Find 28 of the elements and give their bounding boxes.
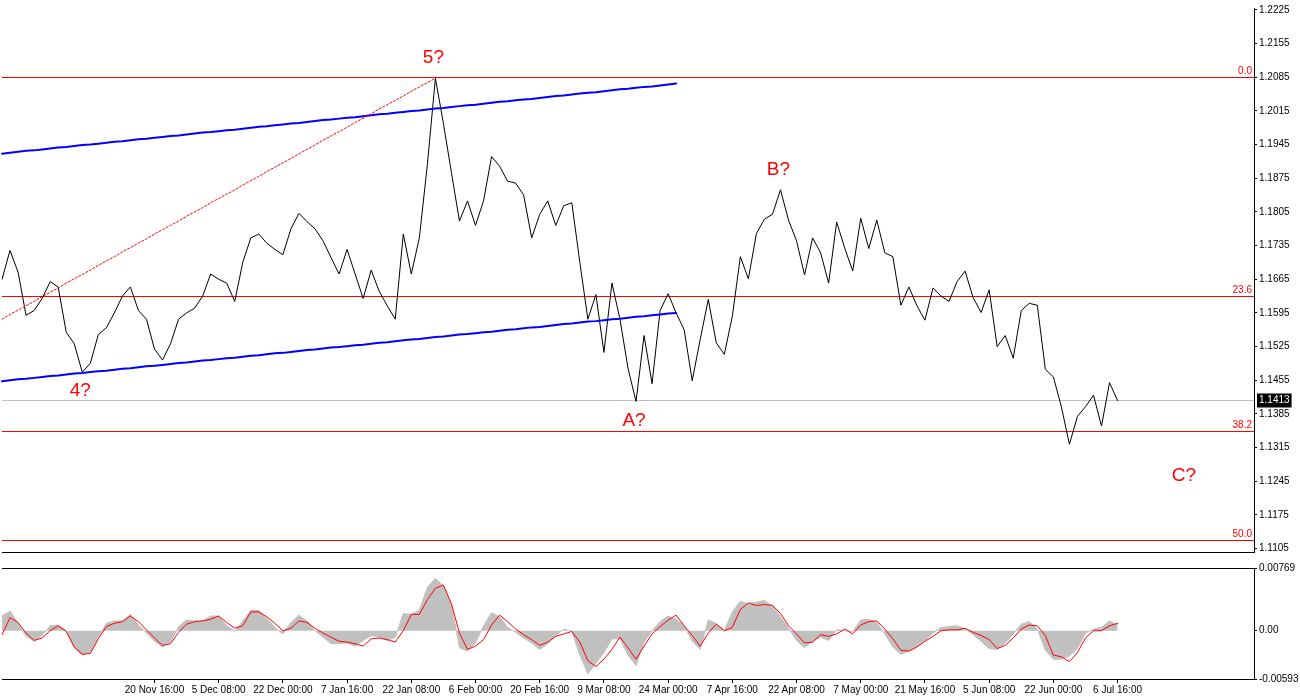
y-tick-label: 1.1525: [1259, 340, 1291, 352]
y-tick-label: 1.1805: [1259, 205, 1291, 217]
y-tick-label: 1.1455: [1259, 374, 1291, 386]
annotation: C?: [1171, 464, 1197, 486]
y-tick-label: 1.2155: [1259, 37, 1291, 49]
annotation: A?: [622, 408, 646, 430]
annotation: B?: [766, 158, 791, 180]
y-tick-label: 1.2015: [1259, 104, 1291, 116]
y-tick-label: 1.2225: [1259, 3, 1291, 15]
y-tick-label: 1.1175: [1259, 508, 1290, 520]
y-tick-label: 1.1735: [1259, 239, 1291, 251]
annotation: 38.2: [1232, 418, 1253, 430]
annotation: 5?: [422, 46, 444, 68]
annotation: 0.0: [1238, 64, 1253, 76]
y-tick-label: 1.1875: [1259, 172, 1291, 184]
y-tick-label: 1.2085: [1259, 71, 1291, 83]
annotation: 23.6: [1232, 283, 1253, 295]
ref-line-label: 1.1413: [1259, 394, 1291, 406]
y-tick-label: 1.1665: [1259, 273, 1291, 285]
y-tick-label: 1.1105: [1259, 542, 1290, 554]
y-tick-label: 1.1245: [1259, 475, 1291, 487]
y-tick-label: 1.1385: [1259, 407, 1291, 419]
annotation: 50.0: [1232, 527, 1253, 539]
y-tick-label: 1.1315: [1259, 441, 1291, 453]
annotation: 4?: [69, 379, 91, 401]
y-tick-label: 0.00769: [1259, 561, 1296, 573]
y-tick-label: 1.1595: [1259, 306, 1291, 318]
y-tick-label: 1.1945: [1259, 138, 1291, 150]
